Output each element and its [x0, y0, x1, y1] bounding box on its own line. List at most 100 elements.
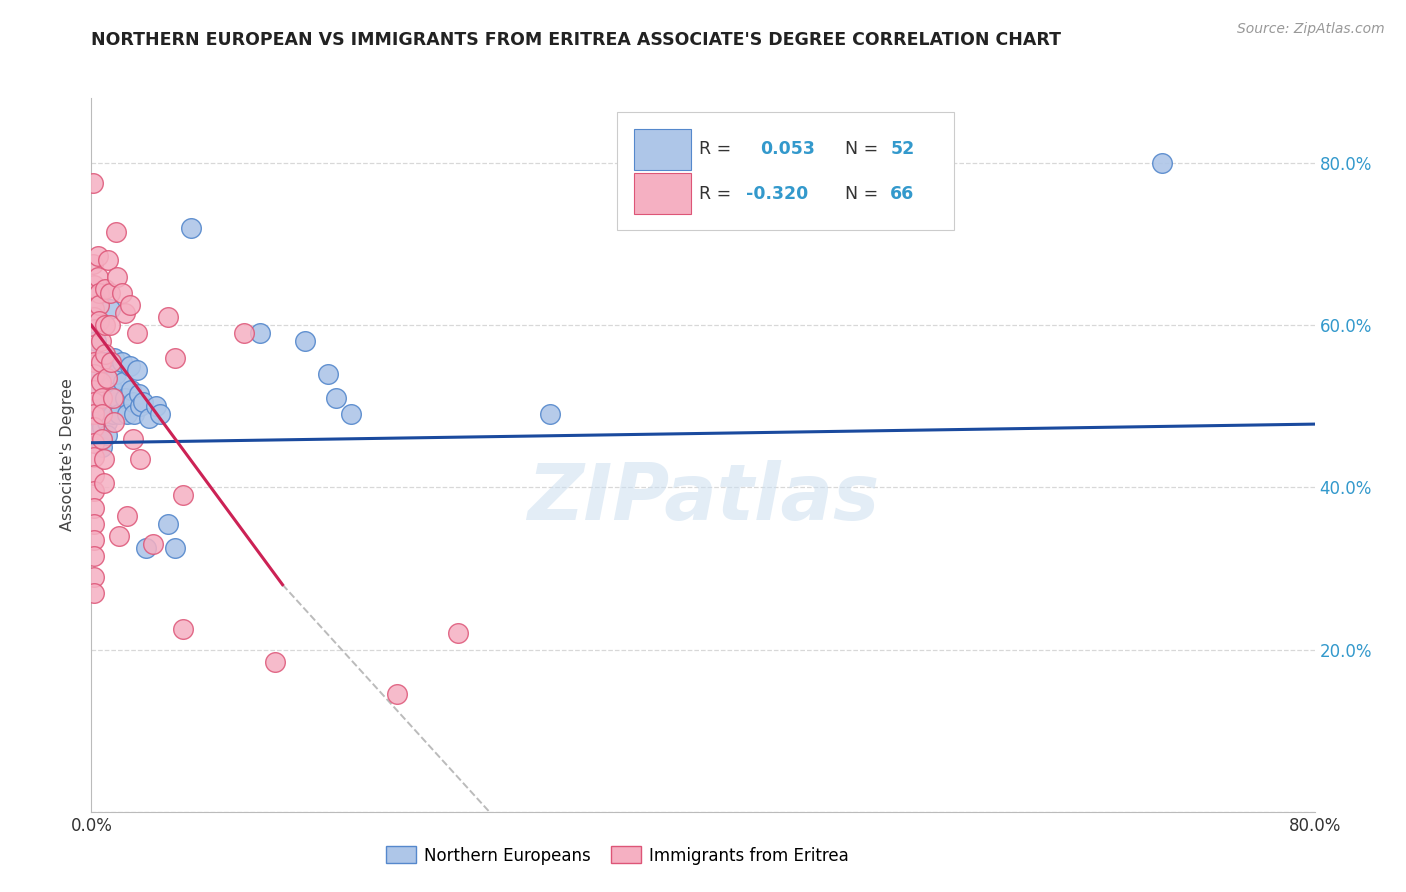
- Point: [86, 249, 108, 263]
- Point: [127, 363, 149, 377]
- Point: [97, 253, 120, 268]
- Point: [82, 176, 104, 190]
- Point: [101, 391, 124, 405]
- FancyBboxPatch shape: [617, 112, 953, 230]
- Legend: Northern Europeans, Immigrants from Eritrea: Northern Europeans, Immigrants from Erit…: [380, 839, 856, 871]
- Point: [83, 290, 105, 304]
- Point: [112, 375, 135, 389]
- Text: R =: R =: [699, 141, 742, 159]
- Point: [115, 508, 138, 523]
- Point: [165, 541, 187, 556]
- Text: N =: N =: [834, 141, 883, 159]
- Point: [91, 419, 114, 434]
- Point: [83, 419, 105, 434]
- Point: [118, 298, 141, 312]
- Point: [105, 391, 128, 405]
- Point: [98, 285, 121, 300]
- Point: [83, 435, 105, 450]
- Point: [94, 375, 117, 389]
- Point: [86, 416, 108, 430]
- FancyBboxPatch shape: [634, 128, 690, 170]
- Point: [83, 586, 105, 600]
- Point: [128, 387, 150, 401]
- Point: [83, 301, 105, 316]
- Point: [129, 399, 152, 413]
- Point: [91, 440, 114, 454]
- Point: [121, 395, 143, 409]
- Point: [111, 285, 134, 300]
- Point: [156, 310, 179, 324]
- Point: [96, 416, 118, 430]
- Text: 0.053: 0.053: [761, 141, 815, 159]
- Point: [114, 391, 136, 405]
- Point: [83, 277, 105, 292]
- Point: [264, 655, 287, 669]
- Point: [121, 432, 143, 446]
- Point: [100, 395, 122, 409]
- Point: [145, 399, 167, 413]
- Point: [84, 334, 107, 349]
- Point: [101, 408, 124, 422]
- Point: [83, 408, 105, 422]
- Point: [96, 427, 118, 442]
- Point: [87, 285, 110, 300]
- Point: [94, 346, 117, 360]
- Text: Source: ZipAtlas.com: Source: ZipAtlas.com: [1237, 22, 1385, 37]
- Point: [340, 408, 363, 422]
- Point: [83, 338, 105, 352]
- Text: 52: 52: [890, 141, 914, 159]
- Point: [93, 452, 115, 467]
- Point: [325, 391, 347, 405]
- Point: [90, 375, 112, 389]
- Point: [165, 351, 187, 365]
- Point: [447, 626, 470, 640]
- FancyBboxPatch shape: [634, 173, 690, 214]
- Point: [83, 322, 105, 336]
- Point: [105, 269, 128, 284]
- Point: [156, 516, 179, 531]
- Point: [83, 500, 105, 515]
- Point: [103, 416, 125, 430]
- Point: [93, 354, 115, 368]
- Point: [84, 383, 107, 397]
- Point: [86, 399, 108, 413]
- Point: [96, 371, 118, 385]
- Point: [1150, 156, 1173, 170]
- Point: [94, 318, 117, 333]
- Point: [82, 293, 104, 308]
- Point: [91, 432, 114, 446]
- Point: [83, 383, 105, 397]
- Point: [385, 687, 409, 701]
- Text: 66: 66: [890, 185, 914, 202]
- Point: [83, 450, 105, 464]
- Point: [538, 408, 561, 422]
- Point: [132, 395, 155, 409]
- Point: [104, 225, 127, 239]
- Point: [118, 359, 141, 373]
- Point: [83, 468, 105, 483]
- Point: [141, 537, 163, 551]
- Point: [83, 310, 105, 324]
- Point: [82, 257, 104, 271]
- Y-axis label: Associate's Degree: Associate's Degree: [60, 378, 76, 532]
- Point: [93, 476, 115, 491]
- Point: [138, 411, 160, 425]
- Point: [249, 326, 271, 341]
- Point: [83, 354, 105, 368]
- Point: [104, 367, 127, 381]
- Point: [86, 269, 108, 284]
- Point: [83, 367, 105, 381]
- Point: [98, 301, 121, 316]
- Point: [108, 408, 131, 422]
- Point: [108, 529, 131, 543]
- Point: [87, 367, 110, 381]
- Point: [149, 408, 172, 422]
- Point: [172, 622, 194, 636]
- Point: [115, 408, 138, 422]
- Text: R =: R =: [699, 185, 737, 202]
- Point: [83, 516, 105, 531]
- Point: [94, 282, 117, 296]
- Point: [96, 403, 118, 417]
- Point: [98, 318, 121, 333]
- Point: [83, 484, 105, 499]
